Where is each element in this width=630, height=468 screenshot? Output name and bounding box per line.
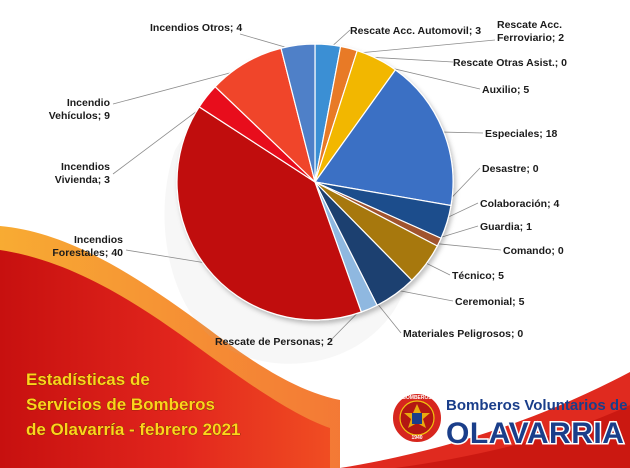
slice-especiales [313,69,454,207]
slice-incendios-otros [280,43,316,183]
brand-line-1: Bomberos Voluntarios de [446,397,627,414]
data-label: Incendios Otros; 4 [150,22,242,34]
fire-department-seal-icon: BOMBEROS 1940 [391,392,443,444]
data-label: Rescate Acc. Ferroviario; 2 [497,19,564,44]
footer-title-line-2: Servicios de Bomberos [26,395,215,414]
background-waves [0,226,630,468]
brand: BOMBEROS 1940 Bomberos Voluntarios de OL… [391,392,627,452]
slice-incendios-forestales [176,106,363,321]
leader-line [125,249,212,265]
leader-line [112,99,212,175]
leader-line [374,299,402,334]
footer-title-line-3: de Olavarría - febrero 2021 [26,420,241,439]
leader-line [112,67,249,105]
data-label: Auxilio; 5 [482,84,529,96]
footer-title-line-1: Estadísticas de [26,370,150,389]
seal-year-text: 1940 [411,435,422,441]
data-label: Especiales; 18 [485,128,558,140]
leader-line [391,288,454,302]
data-label: Ceremonial; 5 [455,296,525,308]
leader-line [437,131,484,134]
seal-top-text: BOMBEROS [402,395,432,401]
data-labels: Rescate Acc. Automovil; 3 Rescate Acc. Fer… [49,19,567,348]
footer-title: Estadísticas de Servicios de Bomberos de… [26,370,241,440]
data-label: Colaboración; 4 [480,198,560,210]
data-label: Materiales Peligrosos; 0 [403,328,523,340]
leader-line [347,39,496,55]
data-label: Incendios Forestales; 40 [52,234,123,259]
data-label: Desastre; 0 [482,163,539,175]
data-label: Guardia; 1 [480,221,532,233]
data-label: Técnico; 5 [452,270,504,282]
data-label: Rescate Otras Asist.; 0 [453,57,567,69]
data-label: Incendios Vivienda; 3 [55,161,110,186]
data-label: Rescate de Personas; 2 [215,336,333,348]
pie [176,43,454,321]
data-label: Rescate Acc. Automovil; 3 [350,25,481,37]
data-label: Incendio Vehículos; 9 [49,97,110,122]
leader-line [431,242,502,251]
brand-line-2: OLAVARRIA [446,417,624,450]
data-label: Comando; 0 [503,245,564,257]
